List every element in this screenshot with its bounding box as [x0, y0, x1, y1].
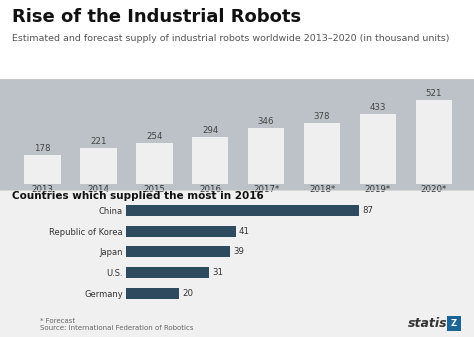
- Bar: [126, 205, 359, 216]
- Text: Rise of the Industrial Robots: Rise of the Industrial Robots: [12, 8, 301, 26]
- Bar: [304, 123, 340, 184]
- Bar: [126, 267, 209, 278]
- Text: 178: 178: [34, 144, 51, 153]
- Text: 294: 294: [202, 126, 219, 134]
- Text: 221: 221: [90, 137, 107, 146]
- Bar: [192, 136, 228, 184]
- Text: Countries which supplied the most in 2016: Countries which supplied the most in 201…: [12, 191, 264, 202]
- Bar: [416, 100, 452, 184]
- Bar: [80, 148, 117, 184]
- Bar: [25, 155, 61, 184]
- Text: 521: 521: [426, 89, 442, 98]
- Bar: [126, 246, 230, 257]
- Bar: [126, 226, 236, 237]
- Bar: [248, 128, 284, 184]
- Bar: [136, 143, 173, 184]
- Text: Z: Z: [451, 319, 456, 328]
- Bar: [360, 114, 396, 184]
- Text: 20: 20: [182, 289, 193, 298]
- Text: 31: 31: [212, 268, 223, 277]
- Text: 346: 346: [258, 117, 274, 126]
- Text: 41: 41: [239, 226, 250, 236]
- Text: 254: 254: [146, 132, 163, 141]
- Text: Source: International Federation of Robotics: Source: International Federation of Robo…: [40, 325, 194, 331]
- Text: Estimated and forecast supply of industrial robots worldwide 2013–2020 (in thous: Estimated and forecast supply of industr…: [12, 34, 449, 43]
- Bar: [126, 288, 179, 299]
- Text: statista: statista: [408, 316, 462, 330]
- Text: 378: 378: [314, 112, 330, 121]
- Text: * Forecast: * Forecast: [40, 318, 75, 325]
- Text: 433: 433: [370, 103, 386, 112]
- Text: 39: 39: [234, 247, 245, 256]
- Text: 87: 87: [363, 206, 374, 215]
